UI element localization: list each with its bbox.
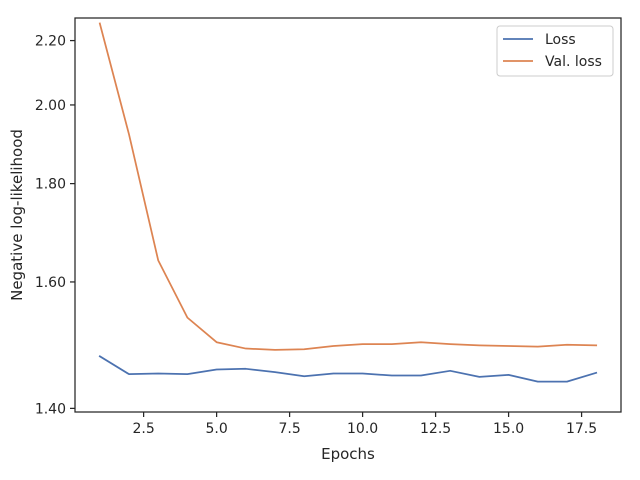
x-axis: 2.5 5.0 7.5 10.0 12.5 15.0 17.5 <box>132 412 597 437</box>
series-layer <box>98 22 598 383</box>
y-tick-label: 2.00 <box>35 98 66 114</box>
y-tick-label: 2.20 <box>35 34 66 50</box>
y-tick-label: 1.60 <box>35 275 66 291</box>
plot-frame <box>74 17 622 413</box>
legend-label-val-loss: Val. loss <box>545 54 602 70</box>
x-tick-label: 2.5 <box>132 421 154 437</box>
legend: Loss Val. loss <box>496 25 614 77</box>
y-tick-label: 1.40 <box>35 401 66 417</box>
x-tick-label: 10.0 <box>347 421 378 437</box>
series-line-val-loss <box>98 22 598 351</box>
x-axis-label: Epochs <box>321 445 375 463</box>
legend-label-loss: Loss <box>545 32 576 48</box>
x-tick-label: 12.5 <box>420 421 451 437</box>
x-tick-label: 15.0 <box>493 421 524 437</box>
y-tick-label: 1.80 <box>35 177 66 193</box>
x-tick-label: 17.5 <box>566 421 597 437</box>
x-tick-label: 7.5 <box>278 421 300 437</box>
series-line-loss <box>98 355 598 383</box>
y-axis: 1.40 1.60 1.80 2.00 2.20 <box>35 34 75 417</box>
plot-area <box>75 18 621 412</box>
y-axis-label: Negative log-likelihood <box>8 129 26 301</box>
x-tick-label: 5.0 <box>205 421 227 437</box>
